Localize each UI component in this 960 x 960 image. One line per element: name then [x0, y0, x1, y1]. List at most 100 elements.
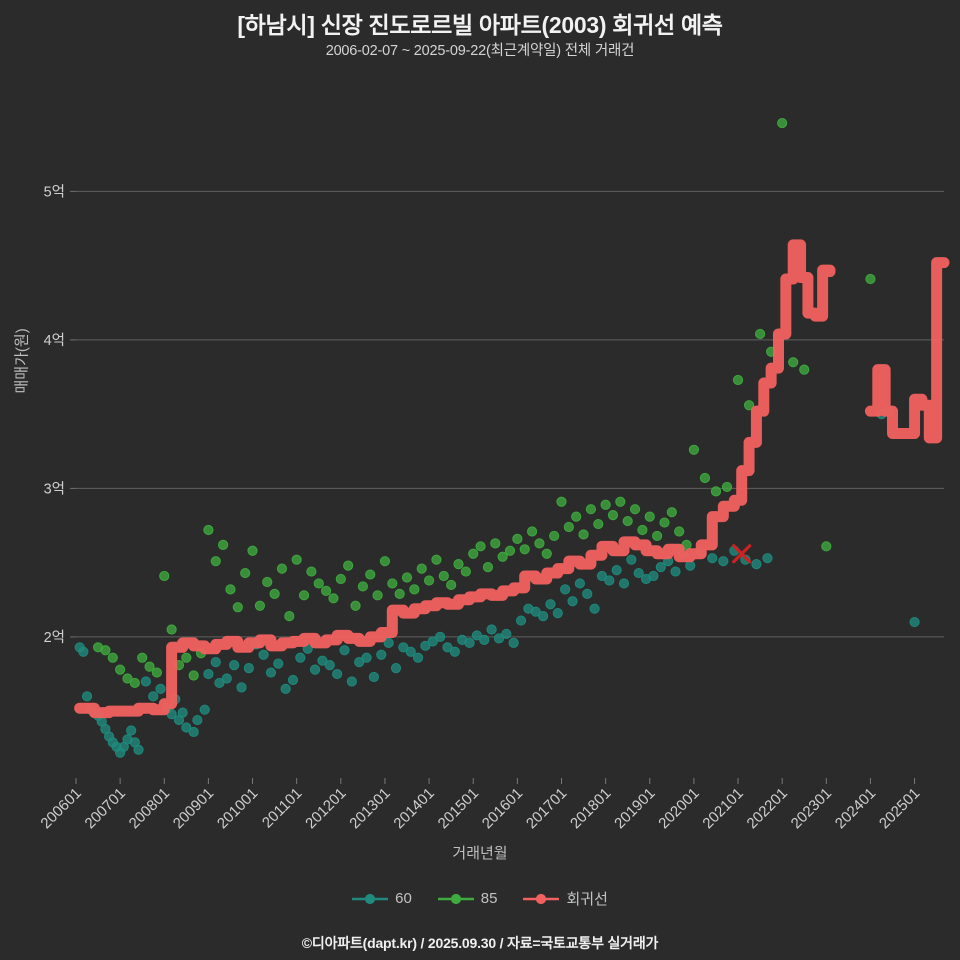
x-tick-label: 202101	[699, 785, 746, 832]
scatter-point	[515, 615, 527, 626]
scatter-point	[221, 673, 232, 684]
scatter-point	[335, 573, 346, 585]
scatter-point	[821, 541, 832, 552]
scatter-point	[685, 560, 696, 571]
scatter-point	[909, 616, 920, 628]
y-axis-tick-labels: 2억 3억 4억 5억	[44, 183, 65, 646]
scatter-point	[541, 548, 552, 559]
scatter-point	[582, 588, 593, 599]
x-tick-label: 201001	[214, 785, 261, 832]
scatter-point	[607, 510, 619, 521]
legend-label: 60	[395, 890, 412, 907]
legend-label: 회귀선	[566, 891, 608, 908]
scatter-point	[273, 658, 284, 669]
scatter-point	[387, 578, 398, 589]
scatter-point	[479, 634, 490, 645]
scatter-point	[203, 524, 214, 536]
scatter-point	[188, 726, 199, 738]
scatter-point	[538, 611, 549, 622]
regression-line	[74, 239, 950, 719]
scatter-point	[670, 566, 681, 577]
scatter-point	[446, 579, 457, 591]
circle-line-marker	[437, 893, 474, 904]
page-subtitle: 2006-02-07 ~ 2025-09-22(최근계약일) 전체 거래건	[325, 43, 635, 59]
scatter-point	[504, 545, 516, 556]
scatter-point	[284, 611, 295, 622]
scatter-point	[376, 649, 387, 660]
scatter-point	[324, 660, 335, 671]
scatter-point	[431, 554, 442, 565]
scatter-point	[740, 554, 751, 565]
y-tick-label: 5억	[44, 183, 65, 200]
scatter-point	[321, 585, 332, 596]
scatter-point	[438, 570, 449, 582]
cancelled-deal-x-icon	[732, 544, 752, 564]
x-axis-tick-labels: 2006012007012008012009012010012011012012…	[37, 785, 923, 832]
x-tick-label: 202201	[744, 785, 791, 832]
scatter-point	[269, 588, 280, 599]
scatter-point	[549, 530, 560, 542]
scatter-point	[442, 642, 453, 653]
scatter-point	[596, 570, 608, 582]
scatter-point	[405, 646, 416, 657]
scatter-point	[707, 553, 718, 564]
scatter-point	[122, 673, 133, 684]
scatter-point	[229, 660, 240, 671]
scatter-point	[497, 551, 508, 562]
scatter-point	[346, 676, 357, 687]
scatter-point	[644, 511, 655, 522]
scatter-point	[243, 663, 254, 674]
x-tick-label: 201401	[390, 785, 437, 832]
scatter-point	[571, 511, 582, 522]
scatter-point	[155, 683, 166, 694]
scatter-point	[732, 374, 744, 386]
scatter-point	[468, 548, 479, 559]
scatter-point	[490, 538, 501, 549]
x-axis-title: 거래년월	[452, 845, 508, 862]
scatter-point	[751, 559, 762, 570]
scatter-point	[435, 631, 446, 643]
x-tick-label: 201201	[302, 785, 349, 832]
scatter-point	[526, 526, 538, 537]
scatter-point	[556, 496, 567, 507]
scatter-point	[648, 570, 659, 582]
x-tick-label: 200901	[170, 785, 217, 832]
series-85-points	[92, 117, 876, 689]
scatter-point	[449, 646, 460, 657]
scatter-point	[181, 652, 192, 663]
y-tick-label: 4억	[44, 332, 65, 349]
scatter-point	[460, 566, 471, 577]
footer-credit: ©디아파트(dapt.kr) / 2025.09.30 / 자료=국토교통부 실…	[301, 935, 659, 951]
legend-item-회귀선[interactable]: 회귀선	[523, 888, 608, 909]
scatter-point	[350, 600, 361, 611]
scatter-point	[372, 590, 383, 601]
scatter-point	[412, 652, 424, 663]
scatter-point	[298, 590, 310, 601]
scatter-point	[743, 400, 755, 411]
gridlines	[70, 190, 944, 638]
scatter-point	[151, 667, 163, 678]
scatter-point	[512, 533, 523, 545]
scatter-point	[368, 671, 380, 683]
scatter-point	[552, 608, 563, 619]
scatter-point	[788, 357, 799, 368]
regression-path	[864, 257, 950, 444]
scatter-point	[137, 652, 148, 663]
scatter-point	[423, 575, 435, 586]
legend-item-85[interactable]: 85	[437, 890, 497, 907]
scatter-point	[236, 682, 247, 693]
scatter-point	[593, 518, 604, 530]
scatter-point	[295, 652, 306, 663]
scatter-point	[721, 481, 733, 493]
scatter-point	[328, 593, 339, 604]
scatter-point	[203, 668, 214, 680]
scatter-point	[471, 630, 482, 641]
scatter-point	[865, 273, 876, 285]
scatter-point	[306, 566, 317, 577]
scatter-point	[618, 578, 630, 589]
legend-item-60[interactable]: 60	[352, 890, 412, 907]
scatter-point	[710, 486, 722, 497]
scatter-point	[390, 663, 402, 674]
scatter-point	[232, 602, 243, 613]
